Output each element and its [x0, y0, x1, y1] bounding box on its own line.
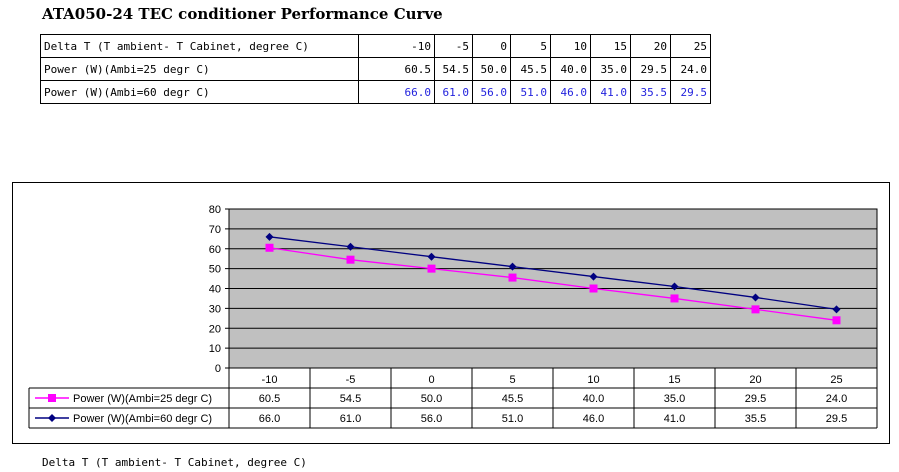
data-label: 35.0	[664, 393, 685, 405]
data-label: 45.5	[502, 393, 523, 405]
data-label: 66.0	[259, 413, 280, 425]
table-cell: 41.0	[590, 80, 631, 104]
table-cell: 56.0	[472, 80, 511, 104]
x-tick-label: -5	[346, 374, 356, 386]
x-tick-label: 10	[587, 374, 599, 386]
data-point	[589, 284, 598, 293]
data-label: 60.5	[259, 393, 280, 405]
series-line	[269, 247, 837, 321]
x-tick-label: 20	[749, 374, 761, 386]
data-label: 56.0	[421, 413, 442, 425]
table-cell: 20	[630, 34, 671, 58]
data-label: 54.5	[340, 393, 361, 405]
data-label: 35.5	[745, 413, 766, 425]
legend-key-marker	[48, 394, 56, 402]
table-cell: 25	[670, 34, 711, 58]
legend-entry: Power (W)(Ambi=60 degr C)	[73, 413, 212, 425]
legend-key-marker	[48, 414, 56, 422]
data-label: 24.0	[826, 393, 847, 405]
table-cell: 66.0	[358, 80, 435, 104]
data-point	[751, 293, 760, 302]
chart-svg: 0 10 20 30 40 50 60 70 80 -10 -5 0 5 10 15 20 25 Power (W…	[28, 204, 878, 429]
data-point	[670, 282, 679, 291]
data-point	[751, 305, 760, 314]
data-label: 61.0	[340, 413, 361, 425]
x-tick-label: 0	[428, 374, 434, 386]
data-point	[346, 242, 355, 251]
table-row: Delta T (T ambient- T Cabinet, degree C)…	[40, 34, 711, 58]
y-tick-label: 50	[209, 264, 221, 276]
y-tick-label: 10	[209, 343, 221, 355]
data-point	[265, 232, 274, 241]
data-point	[832, 305, 841, 314]
table-cell: 5	[510, 34, 551, 58]
y-tick-label: 60	[209, 244, 221, 256]
table-cell: 10	[550, 34, 591, 58]
table-cell: 60.5	[358, 57, 435, 81]
table-cell: 61.0	[434, 80, 473, 104]
data-label: 29.5	[826, 413, 847, 425]
table-cell: 51.0	[510, 80, 551, 104]
table-cell: 50.0	[472, 57, 511, 81]
row-label-delta-t: Delta T (T ambient- T Cabinet, degree C)	[40, 34, 359, 58]
performance-table: Delta T (T ambient- T Cabinet, degree C)…	[40, 34, 711, 104]
y-tick-label: 40	[209, 284, 221, 296]
legend-entry: Power (W)(Ambi=25 degr C)	[73, 393, 212, 405]
data-label: 46.0	[583, 413, 604, 425]
data-point	[427, 264, 436, 273]
x-tick-label: 15	[668, 374, 680, 386]
row-label-power-ambi-25: Power (W)(Ambi=25 degr C)	[40, 57, 359, 81]
data-point	[427, 252, 436, 261]
data-point	[346, 255, 355, 264]
table-cell: 29.5	[630, 57, 671, 81]
table-cell: 24.0	[670, 57, 711, 81]
table-cell: 29.5	[670, 80, 711, 104]
x-tick-label: 25	[830, 374, 842, 386]
x-tick-label: 5	[509, 374, 515, 386]
table-cell: 15	[590, 34, 631, 58]
data-point	[265, 243, 274, 252]
y-tick-label: 20	[209, 323, 221, 335]
table-row: Power (W)(Ambi=60 degr C) 66.0 61.0 56.0…	[40, 80, 711, 104]
table-cell: 46.0	[550, 80, 591, 104]
data-point	[670, 294, 679, 303]
table-cell: -10	[358, 34, 435, 58]
data-point	[589, 272, 598, 281]
data-point	[832, 316, 841, 325]
table-cell: 35.0	[590, 57, 631, 81]
page-title: ATA050-24 TEC conditioner Performance Cu…	[42, 5, 443, 23]
y-tick-label: 80	[209, 204, 221, 216]
data-label: 50.0	[421, 393, 442, 405]
table-cell: 0	[472, 34, 511, 58]
data-label: 41.0	[664, 413, 685, 425]
data-point	[508, 273, 517, 282]
series-line	[269, 236, 837, 311]
data-point	[508, 262, 517, 271]
y-tick-label: 70	[209, 224, 221, 236]
table-cell: -5	[434, 34, 473, 58]
table-cell: 40.0	[550, 57, 591, 81]
table-cell: 45.5	[510, 57, 551, 81]
data-label: 40.0	[583, 393, 604, 405]
table-cell: 35.5	[630, 80, 671, 104]
data-label: 51.0	[502, 413, 523, 425]
row-label-power-ambi-60: Power (W)(Ambi=60 degr C)	[40, 80, 359, 104]
table-cell: 54.5	[434, 57, 473, 81]
chart-x-axis-label: Delta T (T ambient- T Cabinet, degree C)	[42, 456, 307, 469]
table-row: Power (W)(Ambi=25 degr C) 60.5 54.5 50.0…	[40, 57, 711, 81]
y-tick-label: 0	[215, 363, 221, 375]
performance-chart: 0 10 20 30 40 50 60 70 80 -10 -5 0 5 10 15 20 25 Power (W…	[12, 182, 890, 444]
data-label: 29.5	[745, 393, 766, 405]
x-tick-label: -10	[262, 374, 278, 386]
y-tick-label: 30	[209, 303, 221, 315]
